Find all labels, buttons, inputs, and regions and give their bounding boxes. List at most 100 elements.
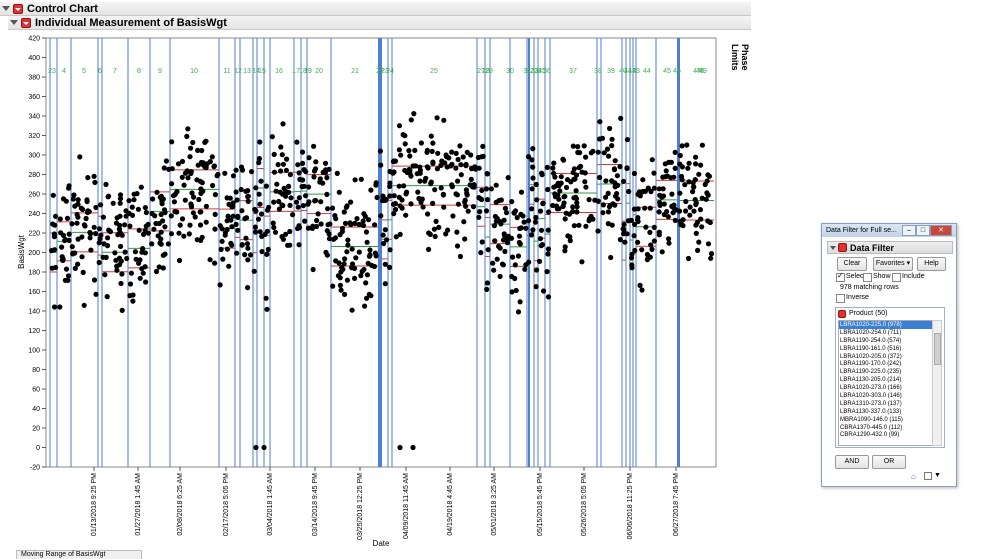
data-point [672,217,678,223]
red-triangle-menu-icon[interactable] [21,17,31,28]
data-point [358,176,364,182]
data-point [118,280,124,287]
data-point [114,215,120,221]
show-label: Show [873,273,891,280]
product-list-item[interactable]: MBRA1090-146.0 (115) [840,416,903,423]
data-point [430,140,436,146]
product-list-item[interactable]: CBRA1290-432.0 (99) [840,432,900,439]
data-point [294,199,300,205]
data-point [635,206,641,212]
product-list-item[interactable]: CBRA1370-445.0 (112) [840,424,903,431]
product-list-item[interactable]: LBRA1020-225.0 (978) [839,321,932,329]
and-button[interactable]: AND [835,455,869,469]
data-point [476,165,482,171]
data-point [663,168,669,174]
data-point [365,260,371,266]
moving-range-tab[interactable]: Moving Range of BasisWgt [16,550,142,559]
red-triangle-menu-icon[interactable] [838,243,847,252]
red-triangle-menu-icon[interactable] [13,3,23,14]
y-tick-label: 240 [28,211,40,218]
data-point [257,201,263,207]
product-list-item[interactable]: LBRA1020-205.0 (372) [840,353,902,360]
data-point [318,221,324,227]
close-icon[interactable]: ✕ [930,225,952,236]
data-point [561,200,567,206]
data-point [442,160,448,166]
data-point [453,165,459,171]
product-list-item[interactable]: LBRA1130-337.0 (133) [840,408,902,415]
product-list-item[interactable]: LBRA1190-225.0 (235) [840,369,902,376]
data-point [143,209,149,216]
data-filter-titlebar[interactable]: Data Filter for Full se... – □ ✕ [822,224,956,237]
inverse-checkbox[interactable] [836,294,845,303]
data-point [363,229,369,235]
favorites-button[interactable]: Favorites ▾ [873,257,913,271]
data-point [263,295,269,301]
product-filter-panel: Product (50) LBRA1020-225.0 (978) LBRA102… [835,307,945,448]
disclosure-triangle-icon[interactable] [2,6,10,11]
product-list-scrollbar[interactable] [932,320,942,446]
data-point [87,235,93,241]
data-point [323,249,329,255]
disclosure-triangle-icon[interactable] [10,20,18,25]
data-point [356,222,362,228]
data-point [66,185,72,191]
data-point [50,221,56,227]
data-point [332,213,338,219]
data-point [207,159,213,165]
control-chart: -20 0 20 40 60 80 100 120 140 160 180 200 220 240 260 2… [17,36,717,548]
data-point [92,179,98,185]
include-checkbox[interactable] [892,273,901,282]
data-point [529,206,535,212]
home-icon[interactable]: ⌂ [911,472,916,481]
individual-measurement-header[interactable]: Individual Measurement of BasisWgt [8,16,751,30]
data-point [154,189,160,195]
data-point [502,248,508,255]
data-point [441,117,447,123]
show-checkbox[interactable] [863,273,872,282]
red-triangle-menu-icon[interactable] [838,309,846,318]
product-list-item[interactable]: LBRA1020-273.0 (166) [840,385,902,392]
product-list-item[interactable]: LBRA1310-273.0 (137) [840,400,902,407]
data-point [334,170,340,176]
layout-icon[interactable] [924,472,932,480]
data-point [513,287,519,294]
product-list-item[interactable]: LBRA1190-161.0 (516) [840,345,902,352]
data-point [290,212,296,218]
data-point [465,208,471,214]
data-point [309,225,315,231]
data-filter-window[interactable]: Data Filter for Full se... – □ ✕ Data Fi… [821,223,957,487]
clear-button[interactable]: Clear [837,257,867,271]
help-button[interactable]: Help [917,257,946,271]
select-checkbox[interactable] [836,271,845,282]
control-chart-header[interactable]: Control Chart [0,2,751,16]
product-list-item[interactable]: LBRA1020-303.0 (146) [840,393,902,400]
maximize-icon[interactable]: □ [916,225,930,236]
or-button[interactable]: OR [872,455,906,469]
data-point [649,246,655,252]
dropdown-arrow-icon[interactable]: ▼ [934,472,941,479]
data-point [679,164,686,170]
product-list-item[interactable]: LBRA1130-205.0 (214) [840,377,902,384]
data-point [70,196,76,202]
minimize-icon[interactable]: – [902,225,916,236]
product-list[interactable]: LBRA1020-225.0 (978) LBRA1020-254.0 (711)… [838,320,933,446]
product-list-item[interactable]: LBRA1190-254.0 (574) [840,337,902,344]
data-point [557,188,563,194]
data-point [305,201,311,207]
disclosure-triangle-icon[interactable] [830,245,836,250]
data-point [601,150,607,156]
product-list-item[interactable]: LBRA1190-170.0 (242) [840,361,902,368]
phase-limits-label[interactable]: Phase Limits [730,44,750,71]
product-list-item[interactable]: LBRA1020-254.0 (711) [840,329,902,336]
data-point [153,268,160,275]
data-point [233,221,239,227]
data-point [91,173,97,179]
data-point [612,158,618,164]
data-point [264,228,270,234]
phase-label: 30 [506,68,514,75]
data-filter-section-header[interactable]: Data Filter [827,241,953,254]
product-filter-header[interactable]: Product (50) [836,308,944,319]
y-tick-label: 180 [28,270,40,277]
scrollbar-thumb[interactable] [934,333,941,365]
